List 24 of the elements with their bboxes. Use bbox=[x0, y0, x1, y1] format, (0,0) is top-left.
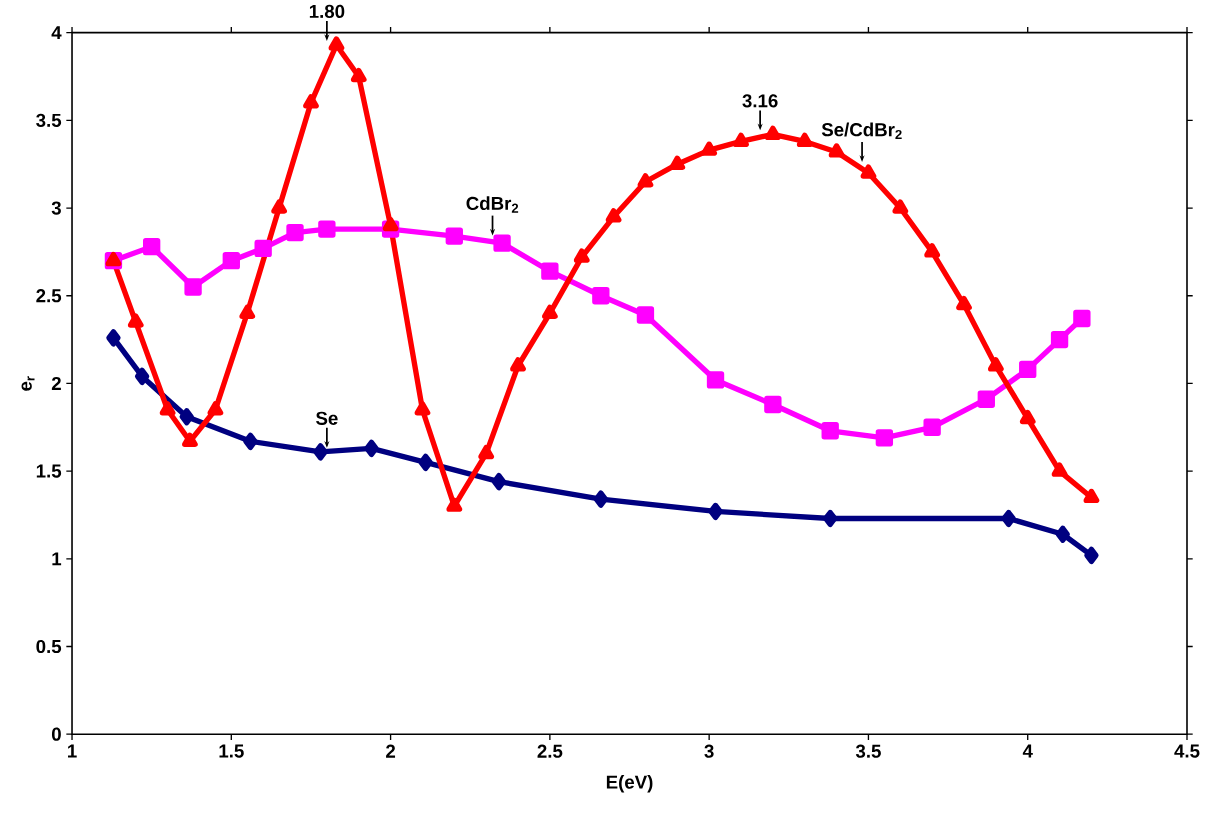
y-tick-label: 1.5 bbox=[36, 464, 62, 478]
x-tick-label: 1 bbox=[68, 744, 77, 758]
x-tick-label: 3 bbox=[704, 744, 714, 758]
y-tick-label: 0.5 bbox=[36, 639, 62, 654]
annotation: 1.80 bbox=[309, 4, 345, 18]
y-tick-label: 3 bbox=[51, 201, 61, 215]
y-tick-label: 1 bbox=[52, 552, 62, 566]
x-tick-label: 2.5 bbox=[537, 744, 563, 758]
y-tick-label: 2 bbox=[51, 376, 61, 390]
x-tick-label: 2 bbox=[386, 744, 396, 758]
y-tick-label: 2.5 bbox=[36, 289, 62, 303]
x-tick-label: 4.5 bbox=[1174, 744, 1200, 758]
annotation: Se/CdBr$_{2}$ bbox=[821, 122, 902, 139]
x-tick-label: 1.5 bbox=[219, 744, 244, 758]
x-tick-label: 4 bbox=[1022, 744, 1033, 758]
x-tick-label: 3.5 bbox=[855, 744, 881, 758]
annotation: 3.16 bbox=[742, 94, 778, 108]
y-tick-label: 4 bbox=[51, 26, 62, 39]
y-tick-label: 0 bbox=[51, 727, 61, 741]
x-axis-title: E(eV) bbox=[606, 774, 653, 793]
y-tick-label: 3.5 bbox=[36, 113, 62, 127]
annotation: Se bbox=[316, 411, 338, 425]
y-axis-title: e$_{r}$ bbox=[21, 376, 35, 391]
annotation: CdBr$_{2}$ bbox=[466, 196, 519, 213]
